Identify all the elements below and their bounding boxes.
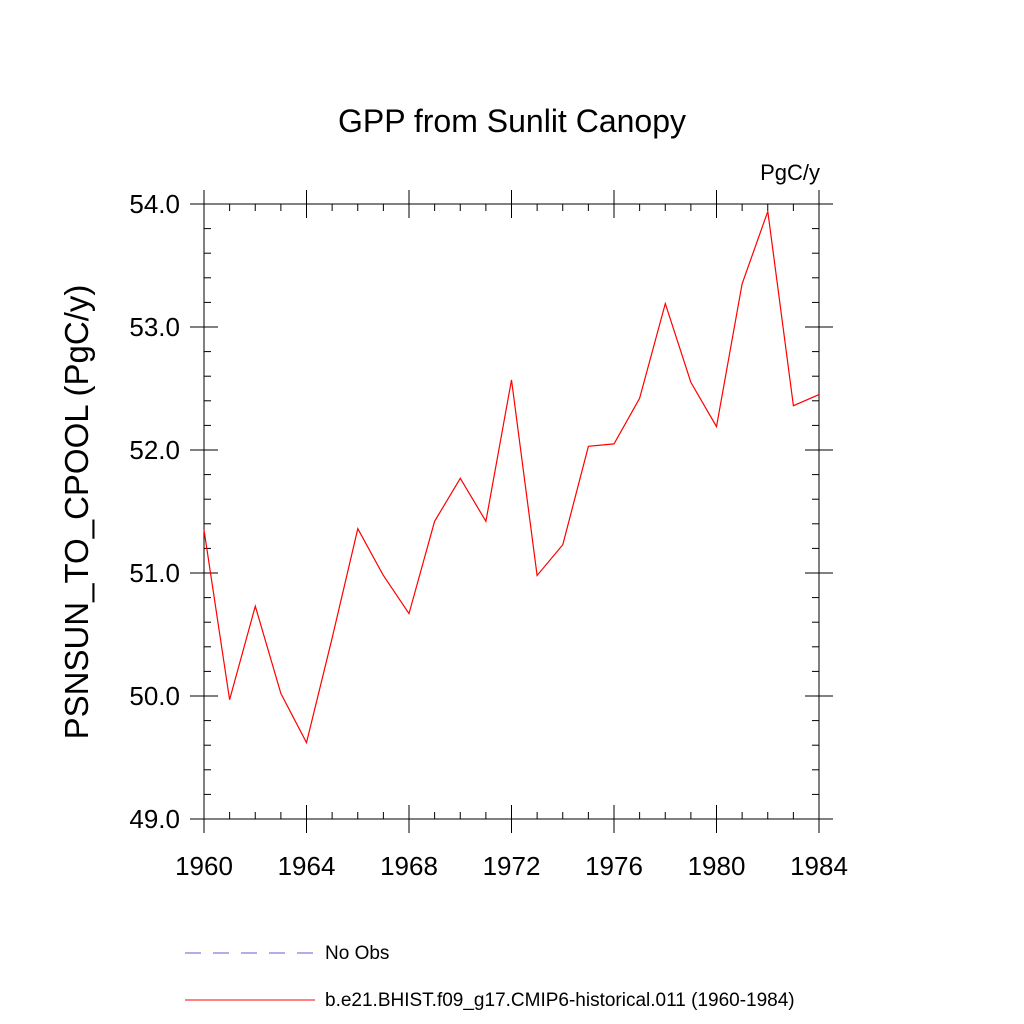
y-axis-label: PSNSUN_TO_CPOOL (PgC/y) (58, 285, 95, 740)
y-tick-label: 52.0 (129, 435, 180, 465)
series-lines (203, 211, 820, 745)
x-tick-label: 1984 (790, 851, 848, 881)
x-tick-label: 1964 (278, 851, 336, 881)
plot-frame (203, 203, 820, 820)
y-tick-label: 51.0 (129, 558, 180, 588)
y-tick-label: 49.0 (129, 804, 180, 834)
y-tick-label: 54.0 (129, 189, 180, 219)
y-tick-label: 53.0 (129, 312, 180, 342)
x-tick-label: 1968 (380, 851, 438, 881)
y-tick-label: 50.0 (129, 681, 180, 711)
units-label: PgC/y (760, 160, 820, 185)
chart-title: GPP from Sunlit Canopy (338, 103, 686, 139)
x-tick-label: 1976 (585, 851, 643, 881)
legend-label-model: b.e21.BHIST.f09_g17.CMIP6-historical.011… (325, 990, 795, 1011)
x-tick-label: 1960 (175, 851, 233, 881)
legend-label-no-obs: No Obs (325, 943, 389, 964)
y-tick-labels: 49.0 50.0 51.0 52.0 53.0 54.0 (129, 189, 180, 834)
legend: No Obs b.e21.BHIST.f09_g17.CMIP6-histori… (185, 943, 795, 1011)
x-tick-labels: 1960 1964 1968 1972 1976 1980 1984 (175, 851, 848, 881)
series-line-1 (203, 211, 820, 745)
x-tick-label: 1980 (688, 851, 746, 881)
axis-ticks (190, 190, 833, 833)
x-tick-label: 1972 (483, 851, 541, 881)
